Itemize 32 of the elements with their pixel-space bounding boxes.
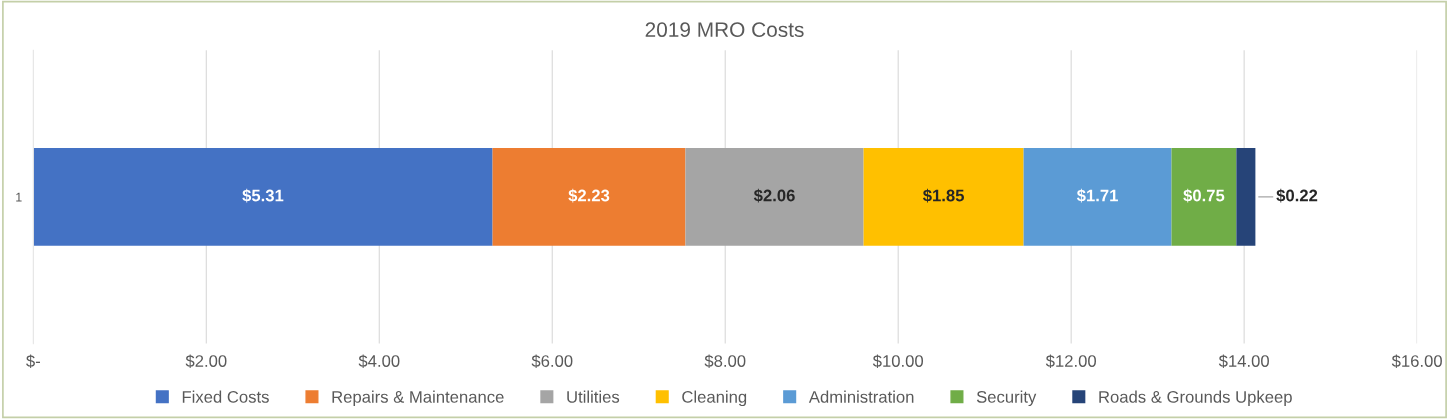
bar	[1171, 148, 1237, 246]
chart-title: 2019 MRO Costs	[645, 22, 804, 38]
bar	[492, 148, 686, 246]
x-tick-label: $4.00	[358, 354, 400, 368]
bar	[863, 148, 1024, 246]
x-tick-label: $14.00	[1218, 354, 1269, 368]
x-tick-label: $10.00	[872, 354, 924, 368]
legend-label: Security	[976, 390, 1037, 407]
data-label: $1.71	[1076, 188, 1118, 203]
data-label: $2.23	[568, 188, 610, 203]
x-tick-label: $12.00	[1045, 354, 1097, 368]
bar	[1023, 148, 1172, 246]
bar	[685, 148, 864, 246]
data-label: $0.22	[1276, 188, 1318, 203]
x-tick-label: $8.00	[704, 354, 746, 368]
x-tick-label: $2.00	[185, 354, 227, 368]
legend-label: Repairs & Maintenance	[332, 390, 504, 407]
data-label: $0.75	[1183, 188, 1225, 203]
data-label: $5.31	[242, 188, 284, 203]
x-tick-label: $16.00	[1391, 354, 1442, 368]
x-tick-label: $-	[26, 354, 40, 368]
legend-label: Roads & Grounds Upkeep	[1099, 390, 1292, 407]
legend-label: Administration	[808, 390, 914, 403]
data-label: $2.06	[753, 188, 795, 203]
y-tick-label: 1	[16, 192, 22, 202]
legend-label: Cleaning	[682, 390, 747, 407]
data-label: $1.85	[922, 188, 964, 203]
bar	[1236, 148, 1256, 246]
legend-label: Utilities	[567, 390, 620, 403]
bar	[33, 148, 493, 246]
legend-label: Fixed Costs	[182, 390, 269, 403]
x-tick-label: $6.00	[531, 354, 573, 368]
